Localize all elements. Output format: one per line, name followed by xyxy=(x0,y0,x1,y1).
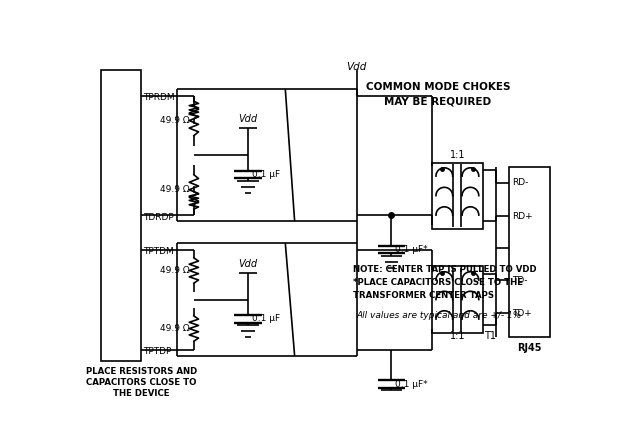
Text: TD+: TD+ xyxy=(512,309,532,318)
Bar xyxy=(101,70,141,361)
Text: CAPACITORS CLOSE TO: CAPACITORS CLOSE TO xyxy=(86,378,196,387)
Text: TDRDP: TDRDP xyxy=(143,213,175,222)
Bar xyxy=(432,163,483,229)
Text: THE DEVICE: THE DEVICE xyxy=(113,389,170,398)
Text: 1:1: 1:1 xyxy=(450,331,465,341)
Text: TPTDP: TPTDP xyxy=(143,347,172,357)
Text: 49.9 Ω: 49.9 Ω xyxy=(160,116,190,125)
Text: RJ45: RJ45 xyxy=(517,343,542,353)
Text: TRANSFORMER CENTER TAPS: TRANSFORMER CENTER TAPS xyxy=(353,291,494,300)
Text: TPRDM: TPRDM xyxy=(143,93,175,102)
Text: RD-: RD- xyxy=(512,178,528,187)
Text: *PLACE CAPACITORS CLOSE TO THE: *PLACE CAPACITORS CLOSE TO THE xyxy=(353,278,523,287)
Text: All values are typical and are +/- 1%: All values are typical and are +/- 1% xyxy=(356,311,522,320)
Text: COMMON MODE CHOKES: COMMON MODE CHOKES xyxy=(366,82,510,93)
Text: 1:1: 1:1 xyxy=(450,150,465,160)
Text: T1: T1 xyxy=(484,331,497,341)
Bar xyxy=(509,167,550,337)
Text: 0.1 μF*: 0.1 μF* xyxy=(396,245,428,254)
Text: 0.1 μF: 0.1 μF xyxy=(252,170,280,179)
Text: TPTDM: TPTDM xyxy=(143,247,175,256)
Text: RD+: RD+ xyxy=(512,212,533,221)
Text: 49.9 Ω: 49.9 Ω xyxy=(160,266,190,275)
Text: 49.9 Ω: 49.9 Ω xyxy=(160,324,190,333)
Bar xyxy=(432,266,483,333)
Text: Vdd: Vdd xyxy=(347,62,367,72)
Text: MAY BE REQUIRED: MAY BE REQUIRED xyxy=(384,96,492,106)
Text: TD-: TD- xyxy=(512,276,528,285)
Text: Vdd: Vdd xyxy=(238,259,258,269)
Text: 0.1 μF*: 0.1 μF* xyxy=(396,380,428,389)
Text: 0.1 μF: 0.1 μF xyxy=(252,315,280,323)
Text: NOTE: CENTER TAP IS PULLED TO VDD: NOTE: CENTER TAP IS PULLED TO VDD xyxy=(353,265,537,274)
Text: 49.9 Ω: 49.9 Ω xyxy=(160,185,190,194)
Text: PLACE RESISTORS AND: PLACE RESISTORS AND xyxy=(86,367,197,376)
Text: Vdd: Vdd xyxy=(238,114,258,124)
